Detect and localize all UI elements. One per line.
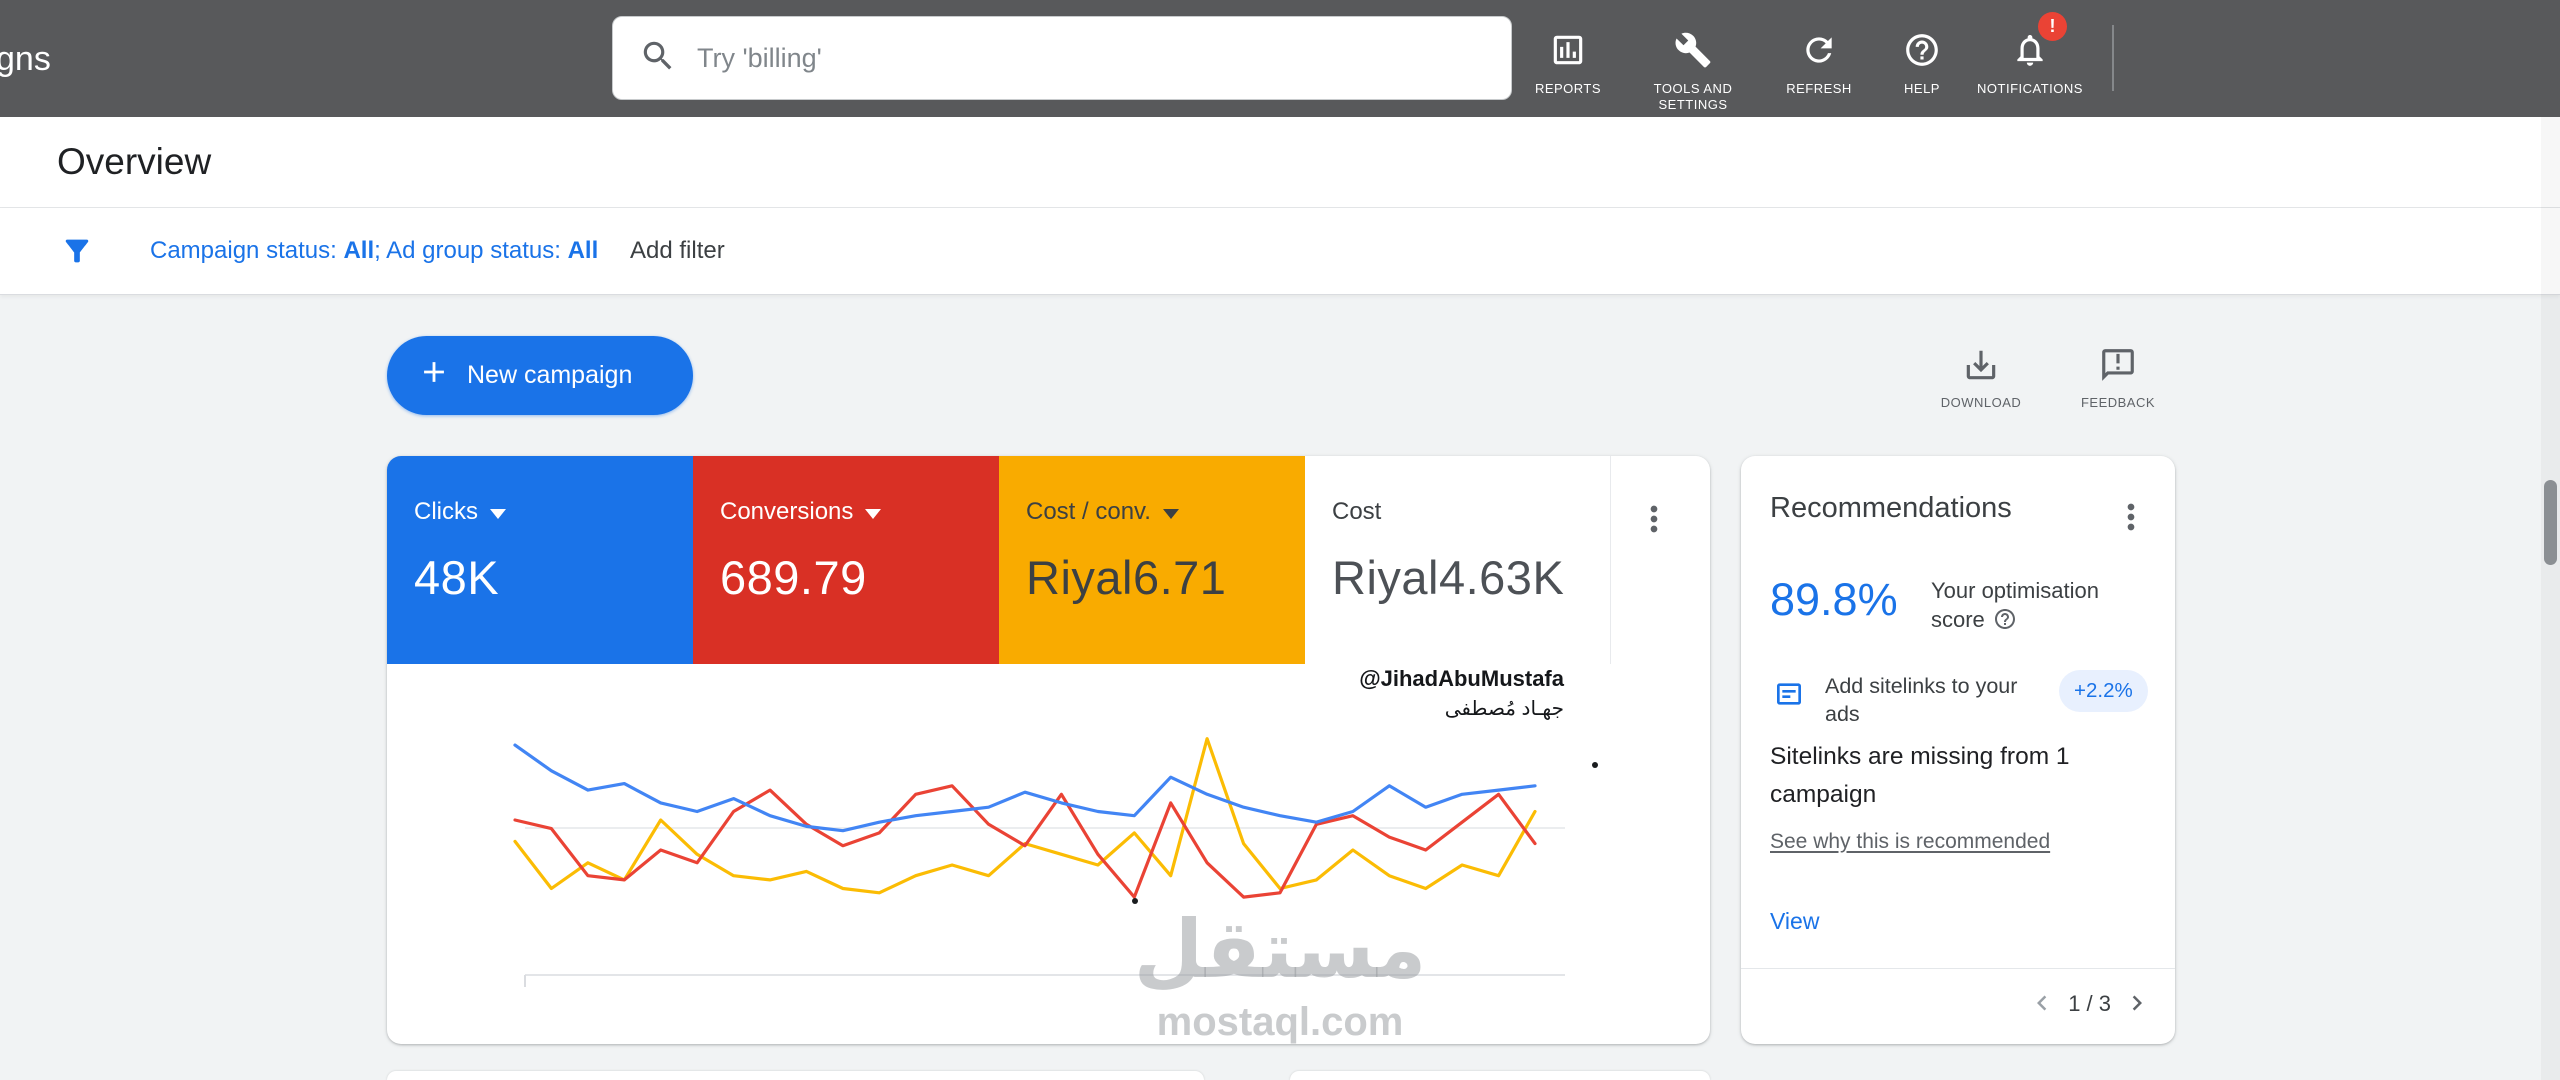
- metric-label: Conversions: [720, 498, 854, 525]
- adgroup-status-value: All: [567, 237, 599, 264]
- recommendation-item-title[interactable]: Add sitelinks to your ads: [1825, 674, 2018, 726]
- optimisation-score-value: 89.8%: [1770, 574, 1898, 625]
- filter-funnel-icon: [60, 234, 94, 268]
- notification-badge: !: [2038, 12, 2067, 41]
- metric-tile-clicks[interactable]: Clicks 48K: [387, 456, 693, 664]
- nav-refresh-label: REFRESH: [1786, 81, 1852, 96]
- metric-value: Riyal4.63K: [1332, 551, 1565, 604]
- metric-value: 48K: [414, 551, 500, 604]
- wrench-icon: [1674, 32, 1712, 73]
- recommendations-pager: 1 / 3: [2026, 988, 2153, 1020]
- nav-help-label: HELP: [1904, 81, 1940, 96]
- score-label-text: Your optimisation score: [1931, 578, 2099, 632]
- overview-chart: [513, 737, 1565, 987]
- metric-tile-cost-per-conv[interactable]: Cost / conv. Riyal6.71: [999, 456, 1305, 664]
- search-input[interactable]: [695, 41, 1485, 75]
- reports-icon: [1549, 35, 1587, 73]
- overview-metrics-card: Clicks 48K Conversions 689.79 Cost / con…: [387, 456, 1710, 1044]
- download-button[interactable]: DOWNLOAD: [1926, 346, 2036, 410]
- scrollbar-thumb[interactable]: [2544, 480, 2557, 565]
- sitelink-icon: [1773, 678, 1805, 710]
- clipped-nav-text: gns: [0, 40, 51, 78]
- feedback-button[interactable]: FEEDBACK: [2063, 346, 2173, 410]
- nav-help[interactable]: HELP: [1882, 31, 1962, 97]
- recommendations-title: Recommendations: [1770, 492, 2012, 524]
- chart-series-clicks: [513, 743, 1537, 833]
- metric-tile-conversions[interactable]: Conversions 689.79: [693, 456, 999, 664]
- metric-value: 689.79: [720, 551, 867, 604]
- dropdown-caret-icon: [865, 509, 882, 519]
- page-title-bar: Overview: [0, 117, 2560, 288]
- search-icon: [639, 37, 677, 80]
- next-row-card-partial: [1290, 1071, 1710, 1080]
- nav-tools-label: TOOLS AND SETTINGS: [1653, 81, 1733, 112]
- nav-notifications-label: NOTIFICATIONS: [1977, 81, 2083, 96]
- uplift-badge: +2.2%: [2059, 670, 2148, 712]
- refresh-icon: [1800, 37, 1838, 73]
- bell-icon: [2011, 34, 2049, 73]
- metric-label: Clicks: [414, 498, 478, 525]
- pager-next-icon[interactable]: [2121, 988, 2153, 1020]
- plus-icon: [417, 355, 451, 396]
- active-filters[interactable]: Campaign status: All; Ad group status: A…: [150, 208, 598, 294]
- help-icon: [1903, 34, 1941, 73]
- download-icon: [1962, 350, 2000, 388]
- metric-label: Cost / conv.: [1026, 498, 1151, 525]
- campaign-status-value: All: [343, 237, 375, 264]
- global-search-box[interactable]: [612, 16, 1512, 100]
- recommendation-description: Sitelinks are missing from 1 campaign: [1770, 743, 2070, 808]
- nav-tools-and-settings[interactable]: TOOLS AND SETTINGS: [1628, 31, 1758, 113]
- page-title: Overview: [57, 141, 212, 182]
- feedback-label: FEEDBACK: [2080, 395, 2156, 410]
- dropdown-caret-icon: [1162, 509, 1179, 519]
- optimisation-score-label: Your optimisation score: [1931, 576, 2136, 634]
- feedback-icon: [2099, 349, 2137, 388]
- recommendations-card: Recommendations 89.8% Your optimisation …: [1741, 456, 2175, 1044]
- help-circle-icon[interactable]: [1985, 607, 2017, 632]
- new-campaign-button[interactable]: New campaign: [387, 336, 693, 415]
- metric-tile-cost[interactable]: Cost Riyal4.63K: [1305, 456, 1611, 664]
- adgroup-status-prefix: ; Ad group status:: [374, 237, 568, 264]
- new-campaign-label: New campaign: [467, 361, 633, 389]
- download-label: DOWNLOAD: [1940, 395, 2022, 410]
- dropdown-caret-icon: [490, 509, 506, 519]
- header-divider: [2112, 25, 2114, 91]
- view-link[interactable]: View: [1770, 908, 1820, 934]
- recommendations-kebab-menu[interactable]: [2109, 496, 2153, 540]
- card-footer-divider: [1741, 968, 2175, 969]
- chart-series-cost-conv-: [513, 737, 1537, 895]
- filter-bar: Campaign status: All; Ad group status: A…: [0, 208, 2560, 295]
- see-why-link[interactable]: See why this is recommended: [1770, 830, 2051, 853]
- campaign-status-prefix: Campaign status:: [150, 237, 344, 264]
- next-row-card-partial: [387, 1071, 1204, 1080]
- scrollbar-track[interactable]: [2541, 117, 2560, 1080]
- nav-reports-label: REPORTS: [1534, 81, 1602, 96]
- metric-value: Riyal6.71: [1026, 551, 1227, 604]
- add-filter-button[interactable]: Add filter: [630, 208, 725, 294]
- pager-label: 1 / 3: [2068, 991, 2111, 1016]
- nav-reports[interactable]: REPORTS: [1518, 31, 1618, 97]
- pager-prev-icon[interactable]: [2026, 988, 2058, 1020]
- nav-refresh[interactable]: REFRESH: [1769, 31, 1869, 97]
- chart-kebab-menu[interactable]: [1632, 498, 1676, 542]
- metric-label: Cost: [1332, 498, 1382, 525]
- nav-notifications[interactable]: NOTIFICATIONS: [1962, 31, 2098, 97]
- chart-series-conversions: [513, 784, 1537, 899]
- top-app-bar: gns REPORTS TOOLS AND SETTINGS REFRESH: [0, 0, 2560, 117]
